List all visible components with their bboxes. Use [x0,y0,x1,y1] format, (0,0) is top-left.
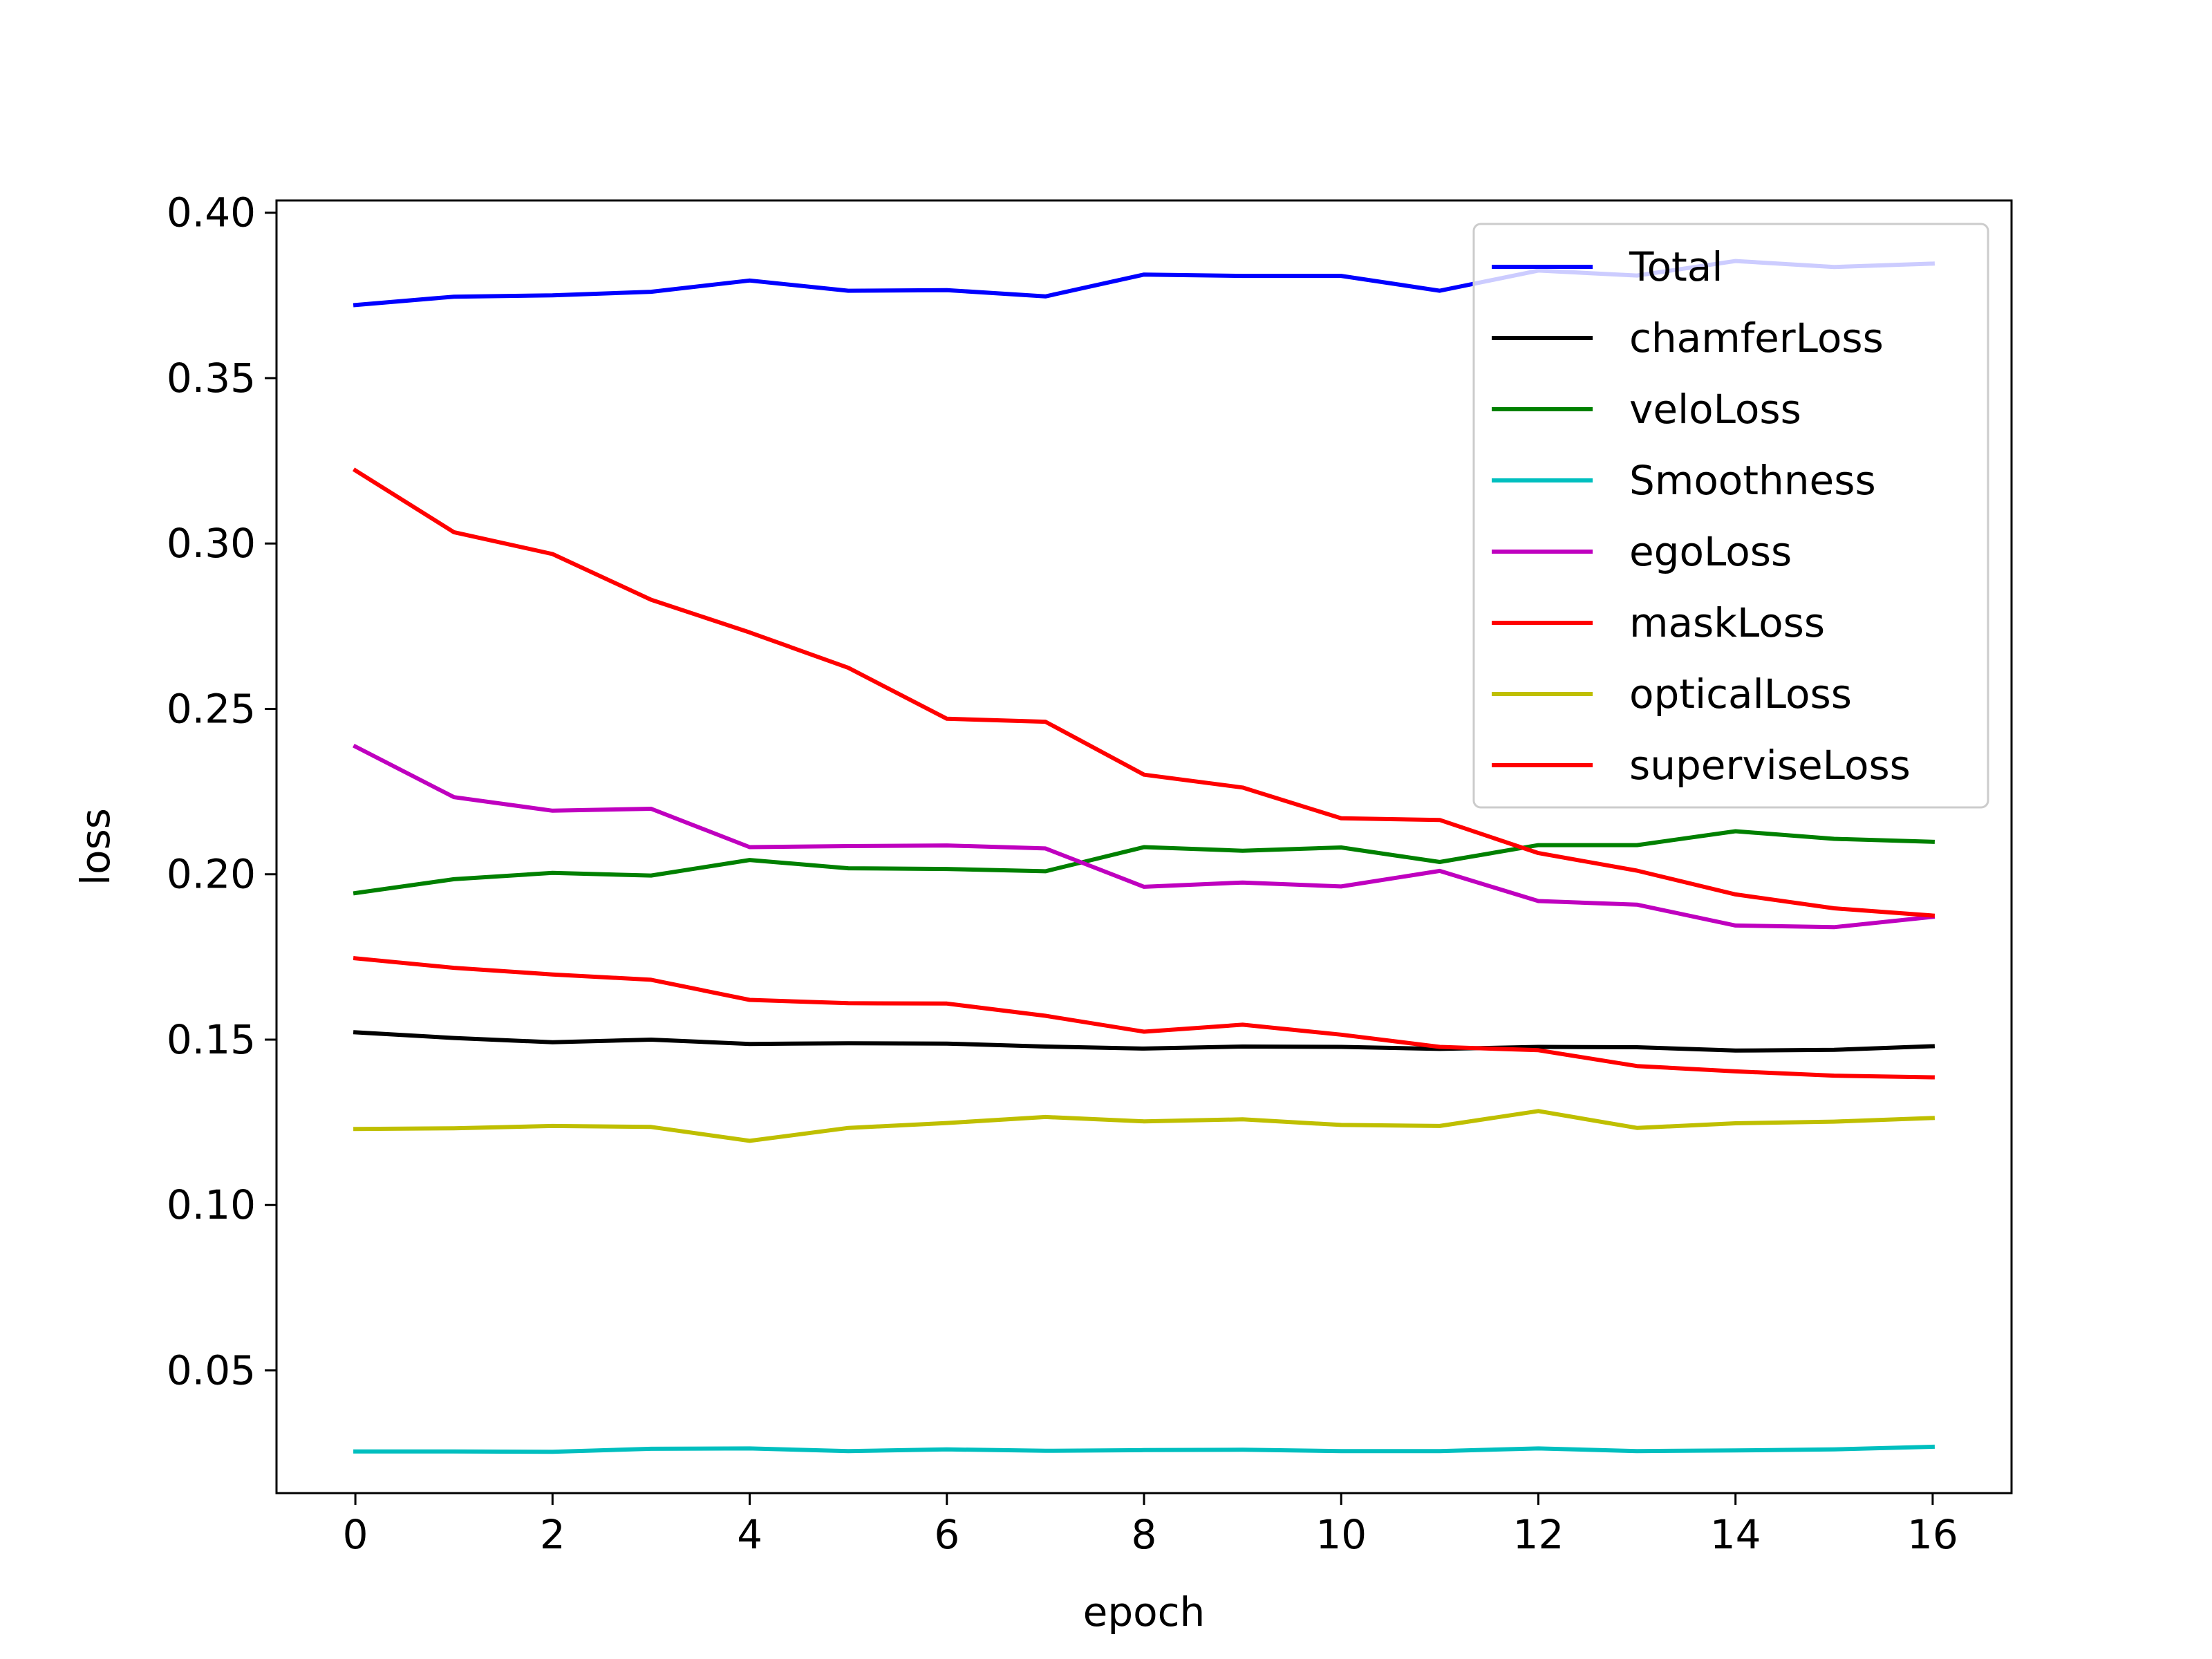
legend-label: opticalLoss [1629,671,1852,718]
x-tick-label: 0 [343,1511,368,1558]
y-axis-ticks: 0.05 0.10 0.15 0.20 0.25 0.30 0.35 0.40 [167,189,276,1394]
legend-label: maskLoss [1629,599,1825,646]
legend-label: Smoothness [1629,457,1876,504]
x-axis-title: epoch [1083,1588,1206,1635]
legend-label: egoLoss [1629,528,1792,575]
legend-box [1472,223,1989,809]
x-tick-label: 12 [1513,1511,1564,1558]
series-layer [352,259,1936,1454]
series-line-opticalLoss [353,1109,1936,1143]
y-tick-label: 0.40 [167,189,256,236]
y-tick-label: 0.30 [167,520,256,567]
x-tick-label: 8 [1132,1511,1157,1558]
series-line-veloLoss [353,829,1935,896]
x-axis-ticks: 0 2 4 6 8 10 12 14 16 [343,1493,1958,1558]
x-tick-label: 10 [1315,1511,1367,1558]
series-line-chamferLoss [353,1030,1936,1053]
legend-label: superviseLoss [1629,742,1911,789]
x-tick-label: 4 [737,1511,762,1558]
y-tick-label: 0.05 [167,1347,256,1394]
x-tick-label: 6 [934,1511,959,1558]
y-tick-label: 0.15 [167,1016,256,1063]
y-axis-title: loss [72,808,119,885]
y-tick-label: 0.35 [167,355,256,402]
legend-label: veloLoss [1629,386,1801,433]
legend: Total chamferLoss veloLoss Smoothness egoLos… [1472,223,1989,809]
y-tick-label: 0.10 [167,1181,256,1228]
x-tick-label: 16 [1907,1511,1958,1558]
x-tick-label: 14 [1710,1511,1761,1558]
y-tick-label: 0.20 [167,851,256,898]
series-line-maskLoss [353,956,1935,1080]
legend-label: Total [1629,243,1723,290]
y-tick-label: 0.25 [167,685,256,732]
series-line-superviseLoss [352,467,1936,918]
x-tick-label: 2 [540,1511,565,1558]
series-line-Smoothness [353,1444,1935,1454]
legend-label: chamferLoss [1629,315,1884,362]
series-line-egoLoss [353,743,1936,930]
